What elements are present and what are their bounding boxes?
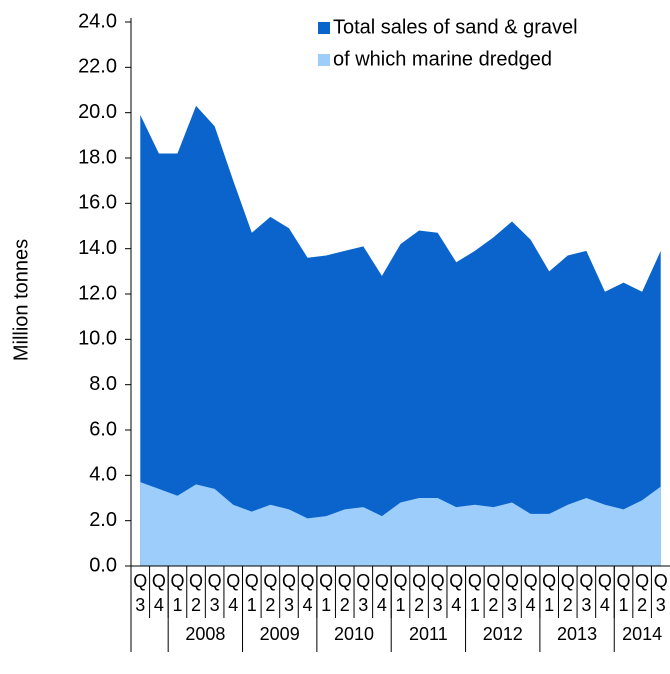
x-tick-label: Q4	[226, 571, 241, 615]
x-group-label: 2013	[557, 624, 598, 644]
x-tick-label: Q3	[281, 571, 296, 615]
legend-swatch	[318, 22, 330, 34]
y-tick-label: 24.0	[78, 10, 117, 32]
y-tick-label: 12.0	[78, 282, 117, 304]
x-tick-label: Q2	[337, 571, 352, 615]
x-tick-label: Q2	[560, 571, 575, 615]
x-tick-label: Q4	[151, 571, 166, 615]
y-tick-label: 6.0	[89, 418, 117, 440]
area	[140, 482, 661, 566]
x-tick-label: Q2	[412, 571, 427, 615]
y-tick-label: 18.0	[78, 146, 117, 168]
x-tick-label: Q1	[244, 571, 259, 615]
x-group-label: 2014	[622, 624, 663, 644]
x-group-label: 2008	[185, 624, 226, 644]
y-tick-label: 8.0	[89, 373, 117, 395]
x-tick-label: Q3	[653, 571, 668, 615]
x-tick-label: Q4	[523, 571, 538, 615]
x-tick-label: Q3	[133, 571, 148, 615]
x-tick-label: Q1	[319, 571, 334, 615]
x-tick-label: Q3	[505, 571, 520, 615]
x-tick-label: Q4	[300, 571, 315, 615]
x-tick-label: Q2	[486, 571, 501, 615]
x-tick-label: Q2	[189, 571, 204, 615]
legend-swatch	[318, 54, 330, 66]
x-tick-label: Q4	[597, 571, 612, 615]
x-tick-label: Q3	[579, 571, 594, 615]
y-axis-label: Million tonnes	[10, 239, 32, 361]
y-tick-label: 20.0	[78, 101, 117, 123]
x-group-label: 2009	[259, 624, 300, 644]
x-tick-label: Q2	[635, 571, 650, 615]
x-group-label: 2010	[334, 624, 375, 644]
y-tick-label: 2.0	[89, 509, 117, 531]
x-tick-label: Q1	[542, 571, 557, 615]
x-tick-label: Q3	[207, 571, 222, 615]
x-group-label: 2011	[409, 624, 448, 644]
x-tick-label: Q1	[616, 571, 631, 615]
x-tick-label: Q3	[430, 571, 445, 615]
x-tick-label: Q2	[263, 571, 278, 615]
y-tick-label: 10.0	[78, 328, 117, 350]
y-tick-label: 0.0	[89, 554, 117, 576]
x-tick-label: Q1	[467, 571, 482, 615]
y-tick-label: 16.0	[78, 192, 117, 214]
legend-label: of which marine dredged	[333, 48, 552, 70]
area	[140, 105, 661, 566]
x-group-label: 2012	[482, 624, 523, 644]
x-tick-label: Q1	[170, 571, 185, 615]
x-tick-label: Q3	[356, 571, 371, 615]
x-tick-label: Q4	[449, 571, 464, 615]
y-tick-label: 4.0	[89, 464, 117, 486]
x-tick-label: Q4	[374, 571, 389, 615]
y-tick-label: 22.0	[78, 56, 117, 78]
y-tick-label: 14.0	[78, 237, 117, 259]
legend-label: Total sales of sand & gravel	[333, 16, 578, 38]
x-tick-label: Q1	[393, 571, 408, 615]
